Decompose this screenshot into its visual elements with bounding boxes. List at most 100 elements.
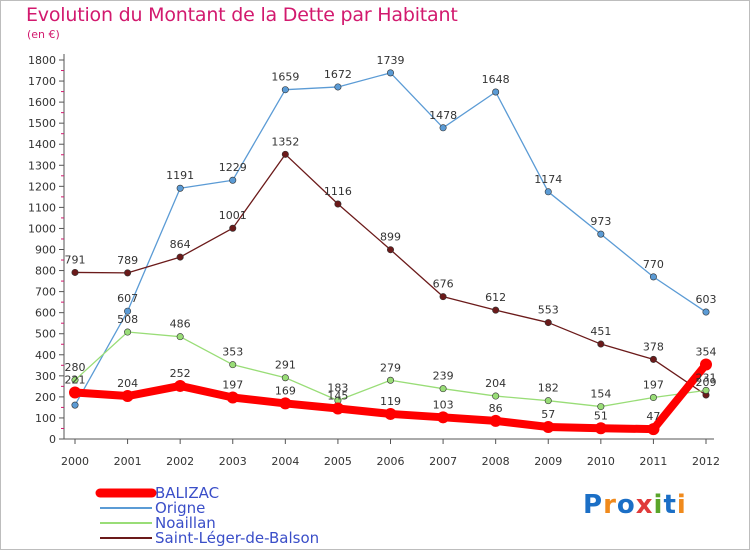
data-point-balizac: [69, 386, 81, 399]
data-point-noaillan: [702, 386, 710, 394]
x-tick-label: 2001: [114, 455, 142, 468]
data-label-origne: 1672: [324, 68, 352, 81]
data-label-balizac: 204: [117, 377, 138, 390]
y-tick-label: 1600: [28, 96, 56, 109]
y-tick-label: 300: [35, 370, 56, 383]
x-tick-label: 2000: [61, 455, 89, 468]
data-point-origne: [702, 308, 710, 316]
data-point-saint-l-ger-de-balson: [544, 319, 552, 327]
y-tick-label: 1100: [28, 201, 56, 214]
data-point-saint-l-ger-de-balson: [71, 268, 79, 276]
y-tick-label: 1200: [28, 180, 56, 193]
data-label-balizac: 197: [222, 379, 243, 392]
data-point-saint-l-ger-de-balson: [176, 253, 184, 261]
data-point-balizac: [121, 390, 134, 403]
data-label-origne: 973: [590, 215, 611, 228]
y-tick-label: 100: [35, 412, 56, 425]
y-tick-label: 1500: [28, 117, 56, 130]
data-label-saint-l-ger-de-balson: 1352: [271, 135, 299, 148]
data-point-balizac: [647, 423, 660, 436]
y-tick-label: 600: [35, 307, 56, 320]
data-label-balizac: 86: [489, 402, 503, 415]
data-point-origne: [597, 230, 605, 238]
data-point-origne: [544, 188, 552, 196]
data-point-saint-l-ger-de-balson: [439, 293, 447, 301]
logo-letter: t: [663, 490, 677, 520]
data-point-origne: [71, 401, 79, 409]
data-label-balizac: 252: [170, 367, 191, 380]
data-label-origne: 1478: [429, 109, 457, 122]
data-label-noaillan: 280: [65, 361, 86, 374]
x-tick-label: 2008: [482, 455, 510, 468]
data-point-origne: [439, 124, 447, 132]
chart-title: Evolution du Montant de la Dette par Hab…: [26, 4, 458, 26]
data-label-noaillan: 239: [433, 370, 454, 383]
data-label-origne: 603: [696, 293, 717, 306]
data-label-noaillan: 204: [485, 377, 506, 390]
data-label-saint-l-ger-de-balson: 451: [590, 325, 611, 338]
data-point-saint-l-ger-de-balson: [229, 224, 237, 232]
x-tick-label: 2007: [429, 455, 457, 468]
data-point-balizac: [331, 402, 344, 415]
data-point-saint-l-ger-de-balson: [281, 150, 289, 158]
x-tick-label: 2012: [692, 455, 720, 468]
data-label-origne: 1648: [482, 73, 510, 86]
data-point-noaillan: [597, 403, 605, 411]
legend-label: Saint-Léger-de-Balson: [155, 529, 319, 547]
data-label-origne: 1659: [271, 71, 299, 84]
logo-letter: i: [653, 490, 664, 520]
data-label-noaillan: 291: [275, 359, 296, 372]
x-tick-label: 2002: [166, 455, 194, 468]
data-point-origne: [124, 307, 132, 315]
y-tick-label: 1800: [28, 54, 56, 67]
data-point-noaillan: [176, 333, 184, 341]
data-label-noaillan: 279: [380, 361, 401, 374]
data-label-balizac: 103: [433, 398, 454, 411]
data-label-saint-l-ger-de-balson: 612: [485, 291, 506, 304]
data-label-origne: 1191: [166, 169, 194, 182]
data-point-origne: [334, 83, 342, 91]
data-label-noaillan: 231: [696, 371, 717, 384]
data-point-noaillan: [386, 376, 394, 384]
data-label-balizac: 119: [380, 395, 401, 408]
data-label-noaillan: 486: [170, 318, 191, 331]
data-label-balizac: 354: [696, 345, 717, 358]
x-tick-label: 2003: [219, 455, 247, 468]
data-point-noaillan: [544, 397, 552, 405]
legend-label: BALIZAC: [155, 484, 219, 502]
data-label-noaillan: 197: [643, 379, 664, 392]
data-point-origne: [649, 273, 657, 281]
data-point-balizac: [489, 414, 502, 427]
x-tick-label: 2005: [324, 455, 352, 468]
data-point-noaillan: [71, 376, 79, 384]
data-label-origne: 770: [643, 258, 664, 271]
data-label-balizac: 47: [646, 410, 660, 423]
y-tick-label: 700: [35, 286, 56, 299]
x-tick-label: 2010: [587, 455, 615, 468]
data-point-noaillan: [439, 385, 447, 393]
data-labels: 607 1191 1229 1659 1672 1739 1478 1648 1174 973 77…: [65, 54, 717, 423]
data-point-saint-l-ger-de-balson: [597, 340, 605, 348]
y-tick-label: 800: [35, 265, 56, 278]
data-label-saint-l-ger-de-balson: 676: [433, 278, 454, 291]
legend-label: Origne: [155, 499, 205, 517]
data-point-saint-l-ger-de-balson: [124, 269, 132, 277]
y-tick-label: 400: [35, 349, 56, 362]
y-tick-label: 500: [35, 328, 56, 341]
data-label-origne: 1739: [377, 54, 405, 67]
data-label-origne: 1229: [219, 161, 247, 174]
data-point-noaillan: [492, 392, 500, 400]
data-point-origne: [176, 184, 184, 192]
data-label-saint-l-ger-de-balson: 1001: [219, 209, 247, 222]
data-point-noaillan: [124, 328, 132, 336]
legend-label: Noaillan: [155, 514, 216, 532]
legend: BALIZACOrigneNoaillanSaint-Léger-de-Bals…: [95, 484, 319, 547]
data-point-noaillan: [649, 394, 657, 402]
data-point-balizac: [437, 411, 450, 424]
data-label-saint-l-ger-de-balson: 378: [643, 340, 664, 353]
data-point-origne: [229, 176, 237, 184]
data-label-noaillan: 182: [538, 382, 559, 395]
data-point-origne: [281, 86, 289, 94]
data-label-saint-l-ger-de-balson: 553: [538, 304, 559, 317]
x-tick-label: 2009: [534, 455, 562, 468]
